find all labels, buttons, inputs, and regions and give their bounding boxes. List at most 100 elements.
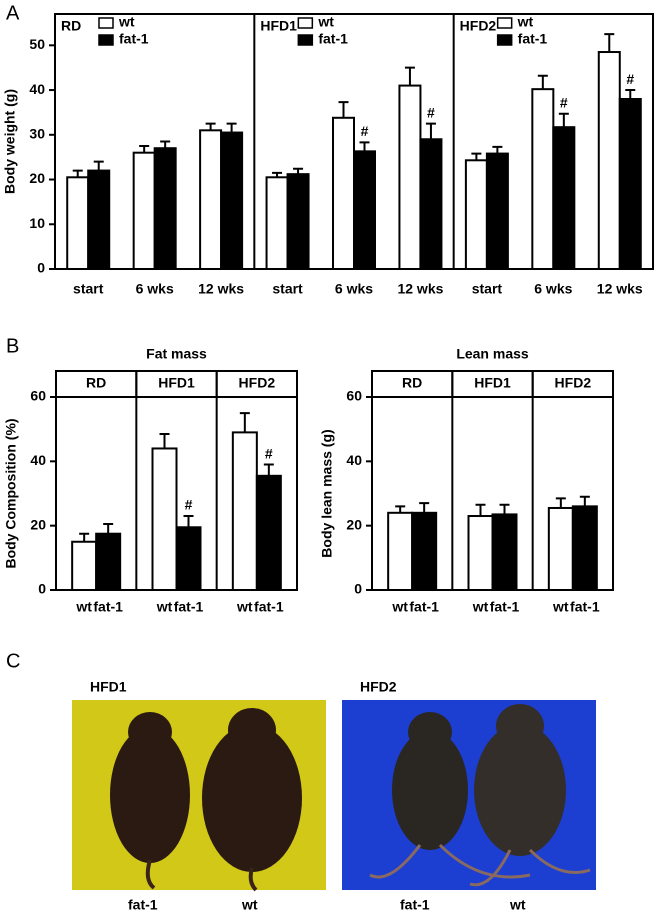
error-bar xyxy=(604,33,615,53)
bar xyxy=(220,131,244,270)
annotation: # xyxy=(427,104,435,120)
bar xyxy=(597,51,621,270)
y-tick-label: 0 xyxy=(38,581,46,597)
legend-swatch xyxy=(297,34,314,46)
facet-label: HFD1 xyxy=(474,375,511,391)
y-axis-label: Body weight (g) xyxy=(2,89,18,194)
bar xyxy=(265,176,289,270)
x-tick-label: wt xyxy=(391,599,408,615)
bar xyxy=(153,147,177,270)
bar xyxy=(571,505,598,591)
photo xyxy=(72,700,326,892)
chart-title: Lean mass xyxy=(456,346,529,362)
error-bar xyxy=(72,169,83,178)
legend-label: wt xyxy=(317,14,334,30)
photo-label: wt xyxy=(241,897,258,913)
y-tick-label: 40 xyxy=(346,452,362,468)
photo xyxy=(342,700,596,890)
y-tick-label: 10 xyxy=(29,215,45,231)
error-bar xyxy=(471,152,482,161)
bar xyxy=(618,98,642,270)
photo-label: wt xyxy=(509,897,526,913)
x-tick-label: wt xyxy=(236,599,253,615)
panel-label: C xyxy=(6,650,20,672)
y-tick-label: 60 xyxy=(30,388,46,404)
bar xyxy=(71,540,98,591)
legend-label: fat-1 xyxy=(518,31,548,47)
error-bar xyxy=(492,145,503,154)
bar xyxy=(419,138,443,270)
y-tick-label: 40 xyxy=(30,452,46,468)
bar xyxy=(132,151,156,270)
plot-frame xyxy=(54,13,654,270)
x-tick-label: wt xyxy=(552,599,569,615)
error-bar xyxy=(555,497,566,508)
error-bar xyxy=(263,463,274,476)
error-bar xyxy=(419,502,430,513)
bar xyxy=(255,474,282,591)
x-tick-label: fat-1 xyxy=(174,599,204,615)
facet-label: HFD2 xyxy=(555,375,592,391)
error-bar xyxy=(537,74,548,90)
plot-frame xyxy=(55,396,298,591)
error-bar xyxy=(425,122,436,140)
bar xyxy=(95,532,122,591)
facet-label: HFD2 xyxy=(460,18,497,34)
legend-swatch xyxy=(496,17,513,29)
x-tick-label: fat-1 xyxy=(570,599,600,615)
bar xyxy=(547,506,574,592)
bar xyxy=(411,511,438,591)
y-tick-label: 20 xyxy=(346,516,362,532)
x-tick-label: fat-1 xyxy=(254,599,284,615)
y-axis-label: Body lean mass (g) xyxy=(319,429,335,557)
bar xyxy=(199,129,223,270)
x-tick-label: wt xyxy=(156,599,173,615)
legend-swatch xyxy=(98,17,114,29)
photo-label: fat-1 xyxy=(128,897,158,913)
bar xyxy=(464,159,488,270)
chart-title: Fat mass xyxy=(146,346,207,362)
y-tick-label: 20 xyxy=(29,170,45,186)
x-tick-label: fat-1 xyxy=(93,599,123,615)
facet-label: HFD1 xyxy=(260,18,297,34)
x-tick-label: 6 wks xyxy=(136,281,174,297)
x-tick-label: start xyxy=(472,281,503,297)
bar xyxy=(467,515,494,591)
error-bar xyxy=(404,66,415,86)
error-bar xyxy=(79,532,90,542)
error-bar xyxy=(338,101,349,118)
bar xyxy=(398,84,422,270)
y-tick-label: 0 xyxy=(37,260,45,276)
error-bar xyxy=(93,160,104,171)
annotation: # xyxy=(626,71,634,87)
x-tick-label: 12 wks xyxy=(597,281,643,297)
error-bar xyxy=(103,523,114,534)
photo-label: fat-1 xyxy=(400,897,430,913)
bar xyxy=(353,150,376,270)
x-tick-label: fat-1 xyxy=(409,599,439,615)
error-bar xyxy=(499,503,510,515)
error-bar xyxy=(183,515,194,528)
error-bar xyxy=(159,432,170,449)
bar xyxy=(491,513,518,591)
error-bar xyxy=(395,505,406,513)
facet-label: RD xyxy=(402,375,422,391)
error-bar xyxy=(139,144,150,153)
bar xyxy=(87,169,111,270)
x-tick-label: 6 wks xyxy=(534,281,572,297)
x-tick-label: wt xyxy=(472,599,489,615)
y-tick-label: 50 xyxy=(29,36,45,52)
legend-swatch xyxy=(297,17,314,29)
x-tick-label: fat-1 xyxy=(490,599,520,615)
bar xyxy=(332,116,355,270)
y-tick-label: 40 xyxy=(29,81,45,97)
x-tick-label: 12 wks xyxy=(198,281,244,297)
x-tick-label: start xyxy=(73,281,104,297)
y-tick-label: 60 xyxy=(346,388,362,404)
annotation: # xyxy=(361,123,369,139)
photo-title: HFD1 xyxy=(90,679,127,695)
error-bar xyxy=(475,503,486,517)
error-bar xyxy=(205,122,216,131)
error-bar xyxy=(579,495,590,507)
legend-label: wt xyxy=(517,14,534,30)
